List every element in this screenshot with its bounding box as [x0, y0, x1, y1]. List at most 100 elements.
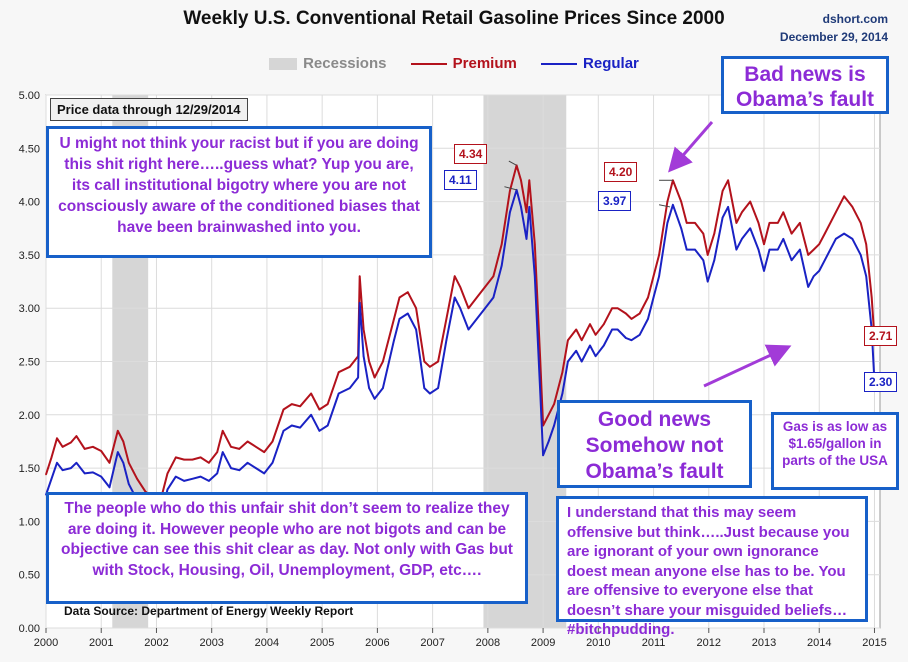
point-regular-90 — [702, 259, 705, 262]
point-premium-65 — [534, 243, 536, 246]
point-premium-14 — [144, 490, 147, 493]
point-regular-106 — [812, 275, 815, 278]
point-regular-103 — [790, 259, 793, 262]
point-premium-57 — [484, 286, 486, 288]
point-regular-39 — [357, 376, 359, 379]
x-tick-label-12: 2012 — [697, 637, 721, 649]
annotation-gas-low: Gas is as low as $1.65/gallon in parts o… — [771, 412, 899, 490]
point-regular-64 — [528, 206, 531, 208]
y-tick-label-9: 4.50 — [19, 143, 40, 155]
point-premium-101 — [777, 222, 779, 224]
point-premium-17 — [166, 472, 169, 475]
point-regular-27 — [246, 461, 249, 464]
point-premium-60 — [509, 190, 511, 192]
point-regular-31 — [282, 429, 285, 432]
data-label-premium-2008: 4.34 — [454, 144, 488, 164]
legend-recessions-swatch — [269, 57, 298, 70]
legend-recessions: Recessions — [269, 55, 386, 72]
point-premium-114 — [870, 296, 873, 299]
point-regular-38 — [348, 387, 351, 389]
point-regular-47 — [406, 312, 409, 315]
point-regular-78 — [616, 328, 619, 331]
point-regular-22 — [208, 480, 210, 482]
point-regular-2 — [56, 461, 58, 464]
point-premium-103 — [790, 232, 793, 235]
legend-premium-label: Premium — [452, 54, 517, 72]
point-regular-1 — [50, 477, 53, 480]
point-regular-77 — [611, 328, 613, 331]
point-regular-72 — [575, 350, 578, 352]
arrow-bad-news — [668, 121, 714, 173]
x-tick-label-5: 2005 — [310, 637, 334, 649]
point-premium-25 — [230, 445, 232, 448]
point-premium-72 — [575, 328, 578, 331]
point-regular-12 — [128, 483, 130, 485]
point-premium-79 — [625, 312, 627, 315]
point-premium-22 — [208, 461, 210, 464]
legend-regular-label: Regular — [583, 54, 639, 72]
data-label-regular-2011: 3.97 — [598, 191, 632, 211]
x-tick-label-3: 2003 — [199, 637, 223, 649]
point-premium-40 — [358, 275, 361, 278]
point-premium-75 — [594, 334, 597, 336]
point-regular-89 — [694, 248, 696, 251]
point-regular-9 — [108, 486, 111, 489]
point-regular-65 — [534, 275, 536, 278]
point-premium-108 — [823, 232, 826, 235]
point-regular-84 — [658, 275, 660, 278]
y-tick-label-7: 3.50 — [19, 250, 40, 262]
series-line-regular — [45, 188, 876, 514]
point-regular-58 — [492, 296, 495, 299]
point-premium-90 — [702, 232, 705, 235]
point-premium-7 — [92, 445, 94, 448]
point-premium-95 — [735, 222, 738, 224]
y-tick-label-5: 2.50 — [19, 357, 40, 369]
point-regular-20 — [191, 477, 194, 480]
point-premium-0 — [45, 473, 47, 476]
point-premium-62 — [520, 179, 522, 182]
point-premium-30 — [271, 440, 274, 443]
x-tick-label-1: 2001 — [89, 637, 113, 649]
point-premium-52 — [445, 318, 448, 320]
point-premium-94 — [727, 179, 729, 182]
point-premium-18 — [174, 456, 177, 459]
point-regular-42 — [368, 387, 370, 389]
point-regular-104 — [799, 248, 801, 251]
point-premium-113 — [865, 243, 867, 246]
y-tick-label-2: 1.00 — [19, 516, 40, 528]
x-tick-label-10: 2010 — [586, 637, 610, 649]
point-regular-82 — [647, 318, 649, 320]
leader-premium-2008 — [508, 160, 517, 166]
point-regular-55 — [467, 328, 470, 331]
point-regular-26 — [238, 469, 241, 472]
point-premium-37 — [337, 371, 340, 373]
point-regular-92 — [713, 259, 716, 262]
point-regular-94 — [727, 206, 729, 208]
point-premium-49 — [423, 360, 426, 363]
y-tick-label-0: 0.00 — [19, 623, 40, 635]
point-premium-19 — [183, 458, 185, 461]
point-premium-42 — [368, 360, 370, 363]
point-premium-23 — [216, 451, 219, 453]
point-premium-84 — [658, 254, 660, 256]
point-regular-49 — [423, 387, 426, 389]
point-premium-102 — [782, 211, 785, 214]
point-regular-46 — [398, 318, 401, 320]
point-premium-74 — [589, 323, 591, 325]
point-premium-38 — [348, 366, 351, 368]
point-regular-83 — [652, 296, 655, 299]
x-tick-label-4: 2004 — [255, 637, 279, 649]
point-regular-25 — [230, 467, 232, 469]
point-regular-68 — [547, 440, 550, 443]
point-premium-96 — [741, 211, 743, 214]
point-premium-112 — [859, 222, 862, 224]
y-tick-label-6: 3.00 — [19, 303, 40, 315]
point-regular-54 — [459, 307, 462, 310]
point-premium-35 — [318, 408, 321, 411]
point-premium-10 — [117, 429, 119, 432]
point-regular-50 — [429, 392, 431, 395]
data-source: Data Source: Department of Energy Weekly… — [64, 604, 354, 618]
point-regular-45 — [393, 339, 395, 341]
annotation-unfair: The people who do this unfair shit don’t… — [46, 492, 528, 604]
point-premium-9 — [108, 461, 111, 464]
